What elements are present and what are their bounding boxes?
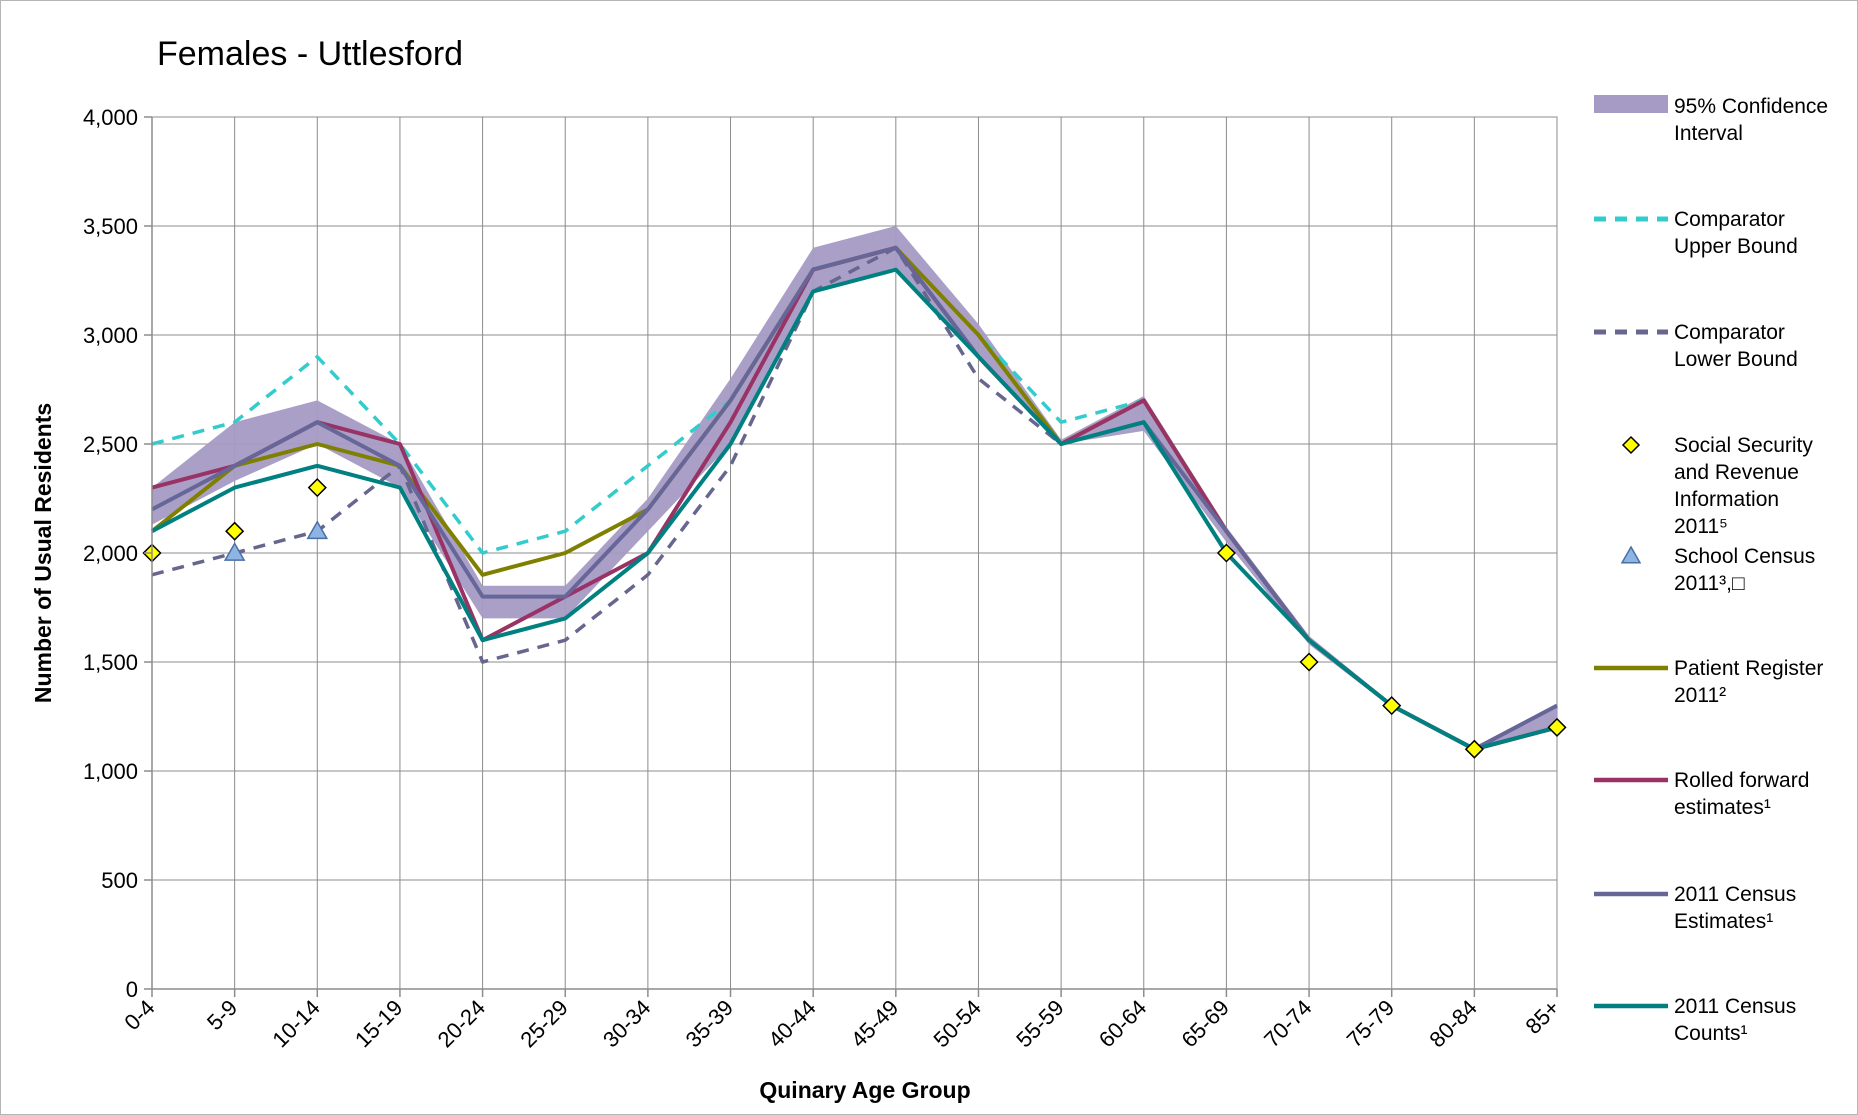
x-tick-label: 5-9 xyxy=(202,995,242,1035)
chart-title: Females - Uttlesford xyxy=(157,35,463,73)
legend-label: 2011 Census xyxy=(1674,995,1796,1018)
marker-social-security-and-revenue-information-2011 xyxy=(1216,543,1236,563)
legend-label: Counts¹ xyxy=(1674,1022,1748,1045)
legend-label: 2011² xyxy=(1674,684,1726,707)
x-tick-label: 35-39 xyxy=(681,995,738,1052)
x-tick-label: 75-79 xyxy=(1342,995,1399,1052)
legend-label: estimates¹ xyxy=(1674,796,1771,819)
x-axis-title: Quinary Age Group xyxy=(759,1077,970,1103)
marker-social-security-and-revenue-information-2011 xyxy=(1299,652,1319,672)
x-tick-label: 15-19 xyxy=(350,995,407,1052)
x-tick-label: 10-14 xyxy=(267,995,324,1052)
x-tick-label: 20-24 xyxy=(433,995,490,1052)
y-tick-label: 4,000 xyxy=(83,105,138,130)
legend-key-school-census-2011 xyxy=(1620,545,1642,564)
legend-label: Comparator xyxy=(1674,321,1785,344)
x-tick-label: 25-29 xyxy=(515,995,572,1052)
legend-label: Information xyxy=(1674,488,1779,511)
series-line-2011-census-counts xyxy=(151,267,1558,752)
legend-label: Comparator xyxy=(1674,208,1785,231)
legend: 95% Confidence Interval Comparator Upper Bo… xyxy=(1594,95,1828,1045)
legend-label: Lower Bound xyxy=(1674,348,1798,371)
legend-label: School Census xyxy=(1674,545,1815,568)
legend-label: 2011⁵ xyxy=(1674,515,1728,538)
x-tick-label: 85+ xyxy=(1520,995,1564,1039)
legend-label: Estimates¹ xyxy=(1674,910,1773,933)
y-tick-label: 2,500 xyxy=(83,432,138,457)
legend-key-social-security-and-revenue-information-2011 xyxy=(1621,435,1641,455)
marker-social-security-and-revenue-information-2011 xyxy=(1382,696,1402,716)
marker-social-security-and-revenue-information-2011 xyxy=(307,478,327,498)
marker-social-security-and-revenue-information-2011 xyxy=(1464,739,1484,759)
x-tick-label: 30-34 xyxy=(598,995,655,1052)
legend-label: 2011 Census xyxy=(1674,883,1796,906)
marker-school-census-2011 xyxy=(306,520,329,540)
y-tick-label: 3,500 xyxy=(83,214,138,239)
x-tick-label: 45-49 xyxy=(846,995,903,1052)
legend-label: 2011³,□ xyxy=(1674,572,1745,595)
marker-layer xyxy=(142,478,1567,759)
x-tick-label: 65-69 xyxy=(1176,995,1233,1052)
x-tick-label: 70-74 xyxy=(1259,995,1316,1052)
y-tick-label: 1,500 xyxy=(83,650,138,675)
y-tick-label: 1,000 xyxy=(83,759,138,784)
y-tick-label: 0 xyxy=(126,977,138,1002)
legend-label: and Revenue xyxy=(1674,461,1799,484)
y-tick-label: 500 xyxy=(101,868,138,893)
y-tick-label: 3,000 xyxy=(83,323,138,348)
legend-label: Social Security xyxy=(1674,434,1813,457)
x-tick-label: 80-84 xyxy=(1424,995,1481,1052)
x-tick-label: 50-54 xyxy=(929,995,986,1052)
marker-school-census-2011 xyxy=(223,541,246,561)
marker-social-security-and-revenue-information-2011 xyxy=(225,521,245,541)
x-tick-label: 60-64 xyxy=(1094,995,1151,1052)
legend-label: Rolled forward xyxy=(1674,769,1809,792)
y-axis-title: Number of Usual Residents xyxy=(30,403,56,703)
y-tick-label: 2,000 xyxy=(83,541,138,566)
legend-label: Interval xyxy=(1674,122,1743,145)
series-layer xyxy=(150,245,1558,752)
legend-label: 95% Confidence xyxy=(1674,95,1828,118)
legend-label: Patient Register xyxy=(1674,657,1823,680)
series-line-comparator-lower-bound xyxy=(151,246,1558,751)
x-tick-label: 40-44 xyxy=(763,995,820,1052)
legend-label: Upper Bound xyxy=(1674,235,1798,258)
marker-social-security-and-revenue-information-2011 xyxy=(1547,717,1567,737)
legend-key-95-confidence-interval xyxy=(1594,95,1668,113)
x-tick-label: 55-59 xyxy=(1011,995,1068,1052)
